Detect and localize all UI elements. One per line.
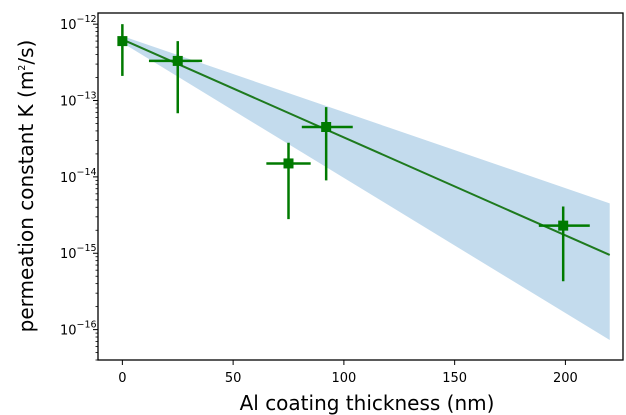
x-axis: 0 50 100 150 200 [118, 360, 578, 386]
point-marker [172, 55, 183, 66]
plot-frame [97, 12, 624, 361]
y-axis-label: permeation constant K (m2/s) [14, 40, 38, 333]
data-point [148, 41, 203, 114]
x-tick-label: 150 [442, 371, 467, 386]
confidence-band [122, 35, 610, 341]
point-marker [321, 122, 332, 133]
point-marker [558, 220, 569, 231]
x-tick-label: 0 [118, 371, 126, 386]
y-axis: 10−16 10−15 10−14 10−13 10−12 [60, 14, 98, 361]
x-axis-label: Al coating thickness (nm) [240, 391, 495, 415]
x-tick-label: 100 [331, 371, 356, 386]
data-point [117, 24, 128, 76]
x-tick-label: 50 [225, 371, 242, 386]
y-tick-label: 10−13 [60, 91, 97, 110]
data-point [301, 107, 353, 181]
x-tick-label: 200 [553, 371, 578, 386]
point-marker [117, 36, 128, 47]
plot-area [117, 24, 611, 341]
data-point [538, 206, 590, 282]
y-tick-label: 10−15 [60, 243, 97, 262]
data-points [117, 24, 590, 282]
y-tick-label: 10−16 [60, 320, 97, 339]
y-tick-label: 10−12 [60, 14, 97, 33]
data-point [266, 142, 311, 220]
y-tick-label: 10−14 [60, 167, 97, 186]
point-marker [283, 158, 294, 169]
fit-line [121, 38, 611, 256]
